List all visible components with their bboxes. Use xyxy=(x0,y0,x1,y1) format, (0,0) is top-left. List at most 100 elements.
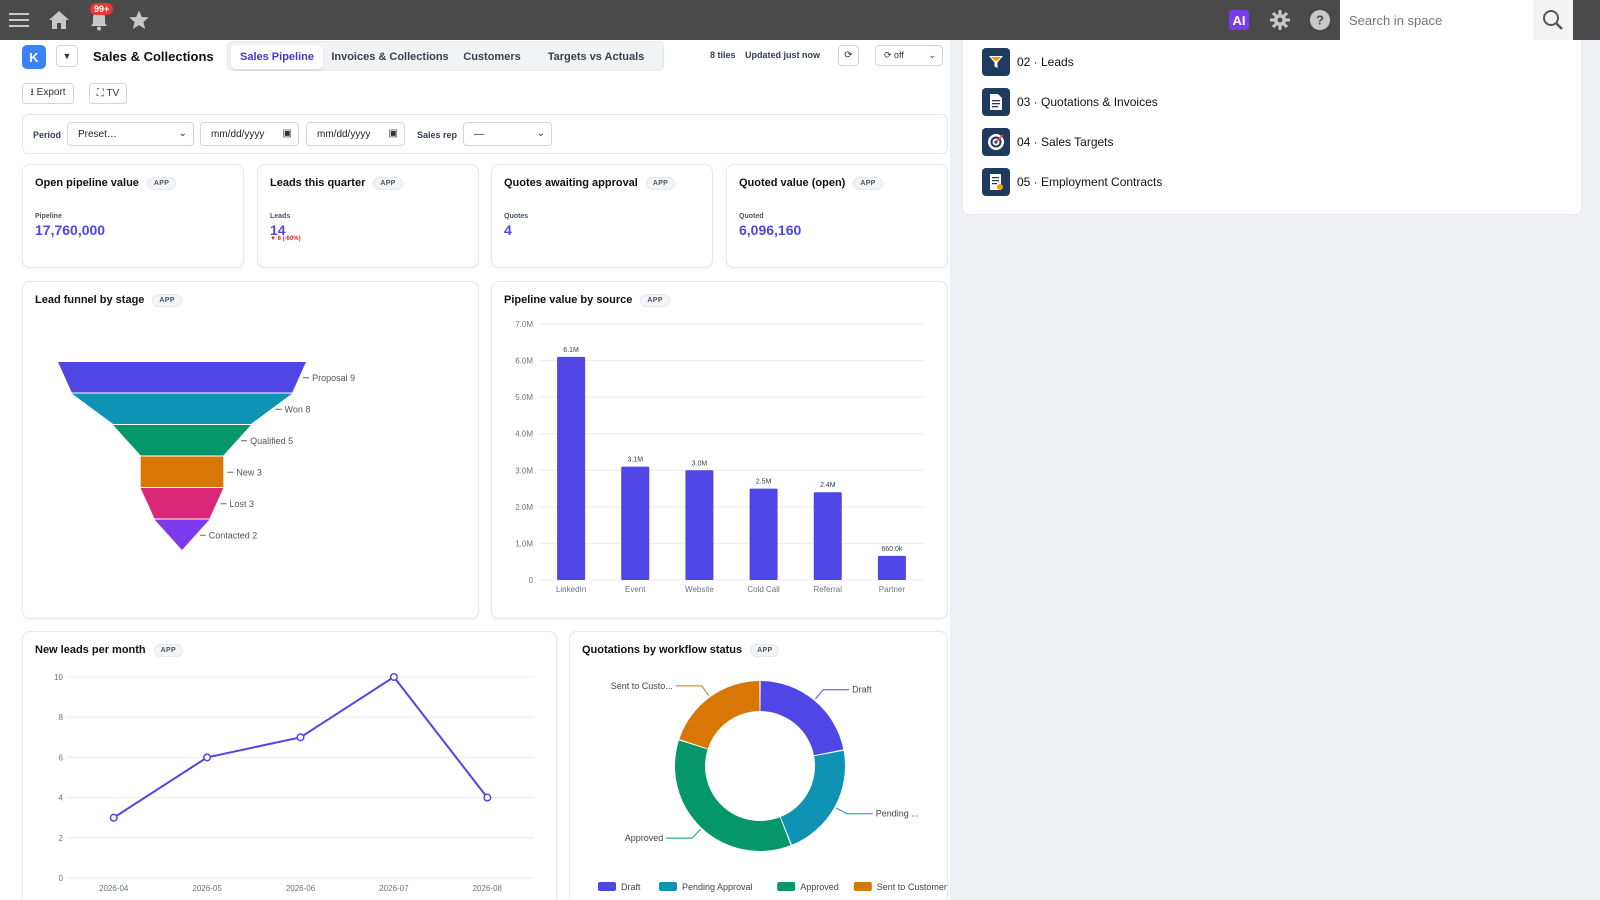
donut-label-line xyxy=(835,807,873,815)
y-tick-label: 0 xyxy=(59,874,64,883)
nav-item-employment-contracts[interactable]: 05 · Employment Contracts xyxy=(982,168,1162,196)
nav-item-quotations-invoices[interactable]: 03 · Quotations & Invoices xyxy=(982,88,1158,116)
chevron-down-icon: ⌄ xyxy=(536,128,545,139)
y-tick-label: 6 xyxy=(59,753,64,762)
x-tick-label: Partner xyxy=(879,585,906,594)
x-tick-label: 2026-06 xyxy=(286,884,316,893)
search-icon[interactable] xyxy=(1533,0,1573,40)
nav-item-label: 04 · Sales Targets xyxy=(1017,135,1114,149)
app-badge: APP xyxy=(750,644,780,657)
donut-chart-card: Quotations by workflow status APP Draft Pe… xyxy=(569,631,948,900)
nav-item-label: 02 · Leads xyxy=(1017,55,1074,69)
tab-invoices-collections[interactable]: Invoices & Collections xyxy=(331,51,449,63)
tab-targets-vs-actuals[interactable]: Targets vs Actuals xyxy=(547,51,645,63)
legend-label: Sent to Customer xyxy=(877,882,947,892)
bar-value-label: 2.5M xyxy=(756,479,772,486)
x-tick-label: Referral xyxy=(814,585,843,594)
bar xyxy=(621,466,650,580)
x-tick-label: Event xyxy=(625,585,646,594)
app-badge: APP xyxy=(146,177,177,190)
kpi-label: Quotes xyxy=(504,213,529,220)
donut-slice-label: Pending ... xyxy=(876,809,919,819)
bar-chart-card: Pipeline value by source APP 0 1.0M 2.0M 3.0… xyxy=(491,281,948,619)
export-button[interactable]: ⭳ Export xyxy=(22,83,74,104)
x-tick-label: 2026-05 xyxy=(192,884,222,893)
app-badge: APP xyxy=(152,294,182,307)
y-tick-label: 4 xyxy=(59,794,64,803)
app-navigation-panel: 02 · Leads 03 · Quotations & Invoices 04… xyxy=(962,40,1582,215)
y-tick-label: 1.0M xyxy=(515,539,533,548)
top-bar: 99+ AI ? xyxy=(0,0,1600,40)
bar-value-label: 3.0M xyxy=(692,460,708,467)
chevron-down-icon: ▼ xyxy=(62,51,72,61)
app-badge: APP xyxy=(373,177,403,190)
search-input[interactable] xyxy=(1340,0,1533,40)
svg-text:?: ? xyxy=(1316,13,1324,28)
tv-mode-button[interactable]: ⛶ TV xyxy=(89,83,127,104)
funnel-segment xyxy=(154,519,210,550)
funnel-segment xyxy=(71,393,293,424)
date-from-input[interactable]: mm/dd/yyyy ▣ xyxy=(200,122,299,146)
refresh-button[interactable]: ⟳ xyxy=(838,45,859,66)
date-to-input[interactable]: mm/dd/yyyy ▣ xyxy=(306,122,405,146)
kpi-card-quotes: Quotes awaiting approval APP Quotes 4 xyxy=(491,164,713,268)
gear-icon[interactable] xyxy=(1268,8,1292,32)
dashboard-switcher-button[interactable]: ▼ xyxy=(56,45,78,67)
calendar-icon[interactable]: ▣ xyxy=(282,128,292,139)
date-to-placeholder: mm/dd/yyyy xyxy=(317,128,371,140)
document-icon xyxy=(982,88,1010,116)
legend-swatch xyxy=(777,882,796,891)
period-preset-select[interactable]: Preset… ⌄ xyxy=(67,122,194,146)
donut-label-line xyxy=(675,685,710,696)
star-icon[interactable] xyxy=(127,8,151,32)
funnel-label: Contacted 2 xyxy=(209,530,258,540)
space-logo[interactable]: K xyxy=(22,45,46,69)
bar-value-label: 3.1M xyxy=(627,457,643,464)
tab-customers[interactable]: Customers xyxy=(463,51,521,63)
kpi-label: Leads xyxy=(270,213,291,220)
line-point xyxy=(296,733,305,742)
calendar-icon[interactable]: ▣ xyxy=(388,128,398,139)
y-tick-label: 2.0M xyxy=(515,503,533,512)
help-icon[interactable]: ? xyxy=(1308,8,1332,32)
legend-swatch xyxy=(659,882,677,891)
chart-title: Lead funnel by stage APP xyxy=(35,294,182,307)
funnel-label: New 3 xyxy=(236,467,262,477)
nav-item-leads[interactable]: 02 · Leads xyxy=(982,48,1074,76)
funnel-label: Won 8 xyxy=(285,404,311,414)
tab-sales-pipeline[interactable]: Sales Pipeline xyxy=(231,45,323,69)
app-badge: APP xyxy=(853,177,883,190)
line-point xyxy=(203,753,212,762)
sales-rep-select[interactable]: — ⌄ xyxy=(463,122,552,146)
kpi-delta: ▼ 6 (-60%) xyxy=(270,236,301,242)
line-point xyxy=(389,672,398,682)
x-tick-label: Cold Call xyxy=(747,585,780,594)
donut-slice xyxy=(760,681,844,756)
auto-refresh-select[interactable]: ⟳ off ⌄ xyxy=(875,45,943,66)
ai-assistant-button[interactable]: AI xyxy=(1229,10,1249,30)
menu-icon[interactable] xyxy=(7,8,31,32)
y-tick-label: 2 xyxy=(59,834,64,843)
donut-chart: Draft Pending ... Approved Sent to Custo...… xyxy=(598,681,947,892)
donut-label-line xyxy=(666,829,701,839)
kpi-title: Quotes awaiting approval APP xyxy=(504,177,676,190)
period-label: Period xyxy=(33,130,62,140)
line-chart-card: New leads per month APP 0 2 4 6 8 10 2026-04 202… xyxy=(22,631,557,900)
funnel-segment xyxy=(113,425,251,456)
line-chart: 0 2 4 6 8 10 2026-04 2026-05 2026-06 2026-07 2026-… xyxy=(54,672,534,893)
bar-chart: 0 1.0M 2.0M 3.0M 4.0M 5.0M 6.0M 7.0M 6.1M LinkedI… xyxy=(515,320,924,594)
bar xyxy=(877,555,906,580)
chart-title: Quotations by workflow status APP xyxy=(582,644,780,657)
nav-item-sales-targets[interactable]: 04 · Sales Targets xyxy=(982,128,1114,156)
funnel-segment xyxy=(140,488,224,519)
bar-value-label: 6.1M xyxy=(563,347,579,354)
funnel-segment xyxy=(140,456,224,487)
x-tick-label: 2026-08 xyxy=(473,884,503,893)
donut-slice xyxy=(780,750,845,845)
kpi-value: 6,096,160 xyxy=(739,222,802,238)
chart-title: Pipeline value by source APP xyxy=(504,294,670,307)
chevron-down-icon: ⌄ xyxy=(178,128,187,139)
bar xyxy=(813,492,842,580)
line-point xyxy=(109,813,118,822)
home-icon[interactable] xyxy=(47,8,71,32)
